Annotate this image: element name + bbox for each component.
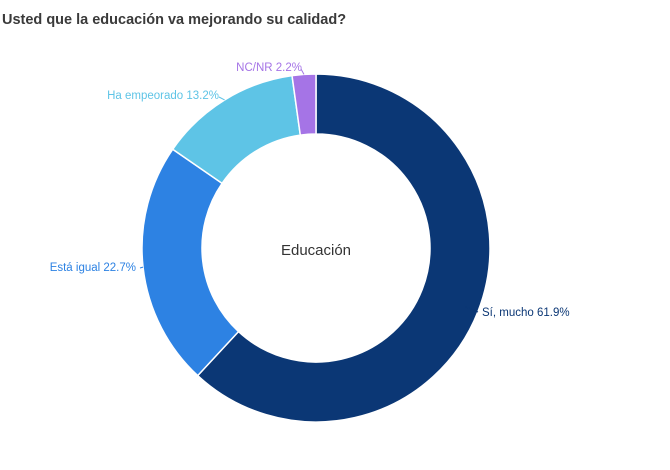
leader-line-nc-nr bbox=[300, 68, 305, 75]
slice-labels-group: Sí, mucho 61.9% Está igual 22.7% Ha empeor… bbox=[50, 62, 570, 319]
slice-label-ha-empeorado: Ha empeorado 13.2% bbox=[107, 90, 219, 102]
slice-esta-igual bbox=[141, 148, 240, 377]
leader-line-esta-igual bbox=[139, 266, 144, 269]
leader-line-si-mucho bbox=[464, 306, 479, 313]
slice-label-esta-igual: Está igual 22.7% bbox=[50, 262, 136, 274]
leader-line-ha-empeorado bbox=[218, 96, 225, 101]
slice-nc-nr bbox=[291, 73, 317, 136]
leader-lines-group bbox=[139, 68, 479, 313]
slice-label-si-mucho: Sí, mucho 61.9% bbox=[482, 307, 570, 319]
slices-group bbox=[141, 73, 491, 423]
center-label: Educación bbox=[281, 242, 351, 259]
slice-si-mucho bbox=[196, 73, 491, 423]
chart-title: Usted que la educación va mejorando su c… bbox=[2, 12, 347, 28]
slice-label-nc-nr: NC/NR 2.2% bbox=[236, 62, 302, 74]
